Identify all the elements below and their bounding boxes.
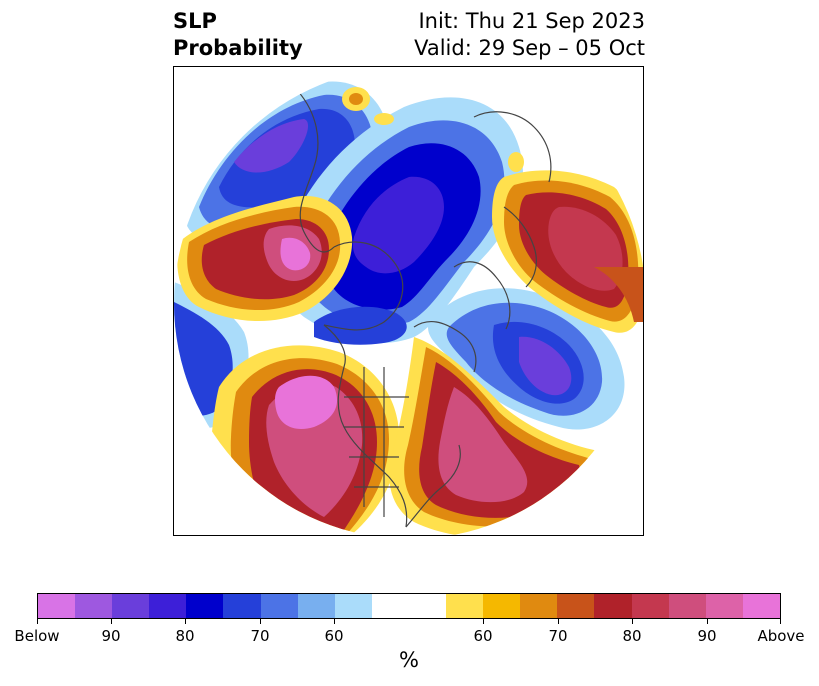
colorbar-unit: % bbox=[399, 648, 419, 672]
colorbar-tickmark bbox=[185, 619, 186, 624]
colorbar-segment bbox=[112, 594, 150, 618]
colorbar-tickmark bbox=[707, 619, 708, 624]
above-anomaly-northwest bbox=[177, 196, 353, 322]
colorbar-segment bbox=[483, 594, 521, 618]
colorbar-tick-label: 80 bbox=[622, 627, 642, 645]
map-panel bbox=[173, 66, 644, 536]
colorbar-segment bbox=[371, 594, 447, 618]
colorbar-segment bbox=[668, 594, 706, 618]
colorbar-tickmark bbox=[780, 619, 781, 624]
colorbar-segment bbox=[631, 594, 669, 618]
title-variable: SLP bbox=[173, 9, 217, 33]
colorbar-tick-label: 70 bbox=[250, 627, 270, 645]
colorbar-segment bbox=[557, 594, 595, 618]
colorbar-tick-label: 90 bbox=[697, 627, 717, 645]
colorbar-segment bbox=[705, 594, 743, 618]
colorbar-tick-label: 60 bbox=[473, 627, 493, 645]
title-left: SLP Probability bbox=[173, 8, 303, 62]
polar-map bbox=[174, 67, 643, 535]
colorbar-segment bbox=[594, 594, 632, 618]
colorbar-segment bbox=[223, 594, 261, 618]
colorbar-segment bbox=[446, 594, 484, 618]
title-right: Init: Thu 21 Sep 2023 Valid: 29 Sep – 05… bbox=[414, 8, 645, 62]
colorbar-tick-label: Below bbox=[14, 627, 60, 645]
colorbar-segment bbox=[38, 594, 76, 618]
valid-period: Valid: 29 Sep – 05 Oct bbox=[414, 36, 645, 60]
colorbar-segment bbox=[75, 594, 113, 618]
colorbar-tick-label: 70 bbox=[548, 627, 568, 645]
above-anomaly-eurasia bbox=[492, 170, 643, 333]
colorbar-segment bbox=[186, 594, 224, 618]
coastlines bbox=[293, 86, 552, 528]
colorbar-tickmark bbox=[37, 619, 38, 624]
colorbar-tick-label: 90 bbox=[101, 627, 121, 645]
above-anomaly-north-small bbox=[342, 87, 524, 172]
colorbar-tickmark bbox=[483, 619, 484, 624]
colorbar-tickmark bbox=[111, 619, 112, 624]
colorbar-tick-label: 60 bbox=[324, 627, 344, 645]
colorbar-tick-label: 80 bbox=[175, 627, 195, 645]
init-time: Init: Thu 21 Sep 2023 bbox=[418, 9, 645, 33]
colorbar-segment bbox=[520, 594, 558, 618]
colorbar bbox=[37, 593, 781, 619]
below-anomaly-arctic bbox=[279, 97, 523, 345]
colorbar-tickmark bbox=[558, 619, 559, 624]
above-anomaly-north-america bbox=[211, 345, 399, 535]
colorbar-segment bbox=[334, 594, 372, 618]
colorbar-segment bbox=[297, 594, 335, 618]
title-product: Probability bbox=[173, 36, 303, 60]
colorbar-tick-label: Above bbox=[757, 627, 805, 645]
colorbar-tickmark bbox=[334, 619, 335, 624]
colorbar-segment bbox=[149, 594, 187, 618]
colorbar-tickmark bbox=[260, 619, 261, 624]
above-anomaly-east-atlantic bbox=[389, 337, 609, 535]
below-anomaly-atlantic bbox=[428, 288, 625, 430]
colorbar-tickmark bbox=[632, 619, 633, 624]
colorbar-segment bbox=[260, 594, 298, 618]
colorbar-segment bbox=[742, 594, 780, 618]
